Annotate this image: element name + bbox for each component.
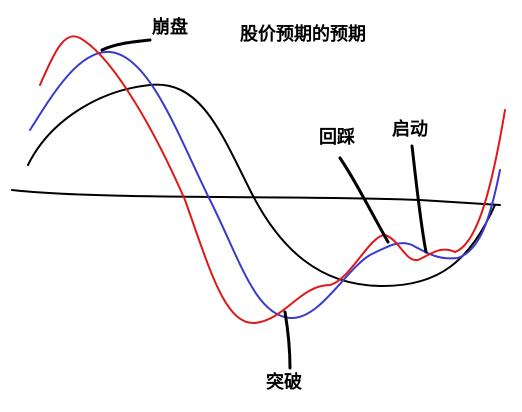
title: 股价预期的预期 [239, 23, 366, 45]
label: 崩盘 [152, 16, 188, 38]
pointer [338, 156, 390, 244]
pointer [100, 38, 152, 52]
price-curve [29, 50, 501, 320]
baseline [11, 189, 501, 206]
pointer [283, 310, 292, 370]
label: 启动 [392, 118, 428, 140]
label: 回踩 [319, 127, 355, 148]
expectation-of-expectation-curve [39, 35, 506, 325]
expectation-curve [27, 83, 496, 288]
pointer [410, 144, 428, 254]
label: 突破 [266, 371, 302, 393]
